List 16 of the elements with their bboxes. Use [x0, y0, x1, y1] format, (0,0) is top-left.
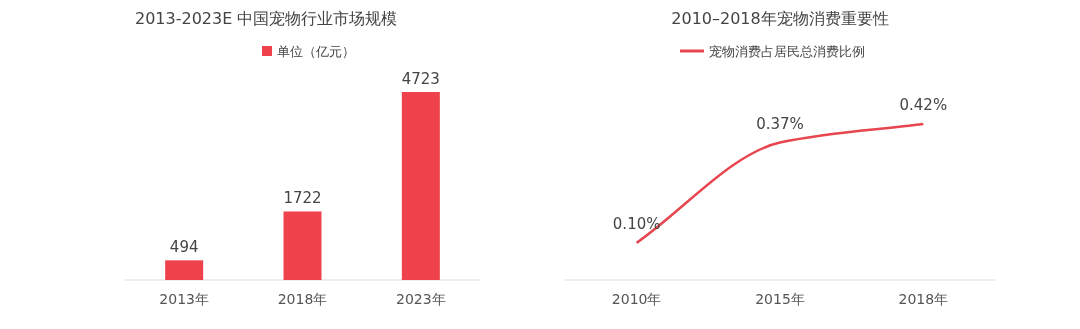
x-tick-label: 2023年 — [396, 291, 446, 307]
data-label: 494 — [169, 238, 199, 257]
data-label: 0.42% — [899, 96, 948, 114]
legend-label: 单位（亿元） — [277, 44, 355, 59]
data-label: 1722 — [283, 189, 322, 208]
x-tick-label: 2010年 — [611, 291, 662, 307]
x-tick-label: 2015年 — [755, 291, 805, 307]
chart-title: 2013-2023E 中国宠物行业市场规模 — [135, 9, 398, 28]
x-tick-label: 2013年 — [159, 291, 209, 307]
chart-title: 2010–2018年宠物消费重要性 — [671, 9, 889, 28]
data-label: 0.37% — [756, 114, 804, 133]
x-tick-label: 2018年 — [277, 291, 328, 307]
data-label: 4723 — [401, 70, 440, 88]
legend-label: 宠物消费占居民总消费比例 — [709, 44, 865, 59]
x-tick-label: 2018年 — [898, 291, 949, 307]
data-label: 0.10% — [612, 214, 661, 233]
